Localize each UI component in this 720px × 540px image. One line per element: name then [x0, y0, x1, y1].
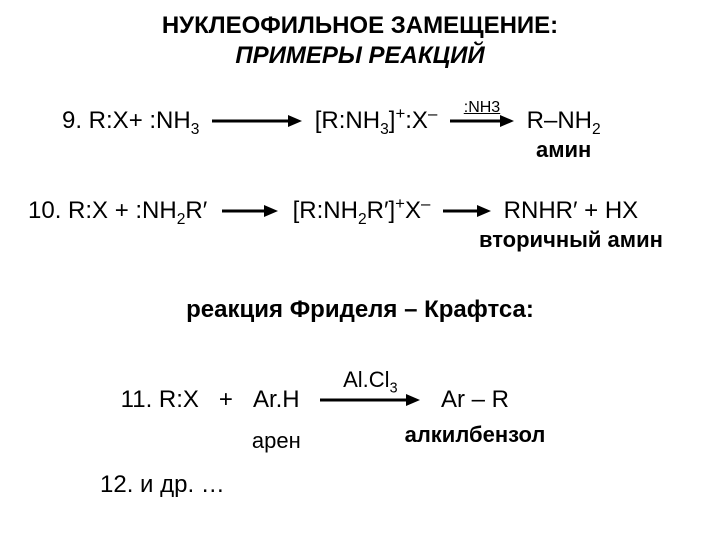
r10-int-sup: +	[395, 194, 405, 213]
r9-int-tail: :X	[405, 107, 428, 134]
arrow-icon	[443, 204, 491, 218]
r10-reactant-tail: R′	[185, 197, 207, 224]
arrow-icon	[212, 114, 302, 128]
section-heading: реакция Фриделя – Крафтса:	[0, 296, 720, 324]
r10-int-sub: 2	[358, 210, 367, 227]
r9-int-tail-sup: –	[428, 104, 437, 123]
arrow-icon	[222, 204, 278, 218]
reaction-10: 10. R:X + :NH2R′ [R:NH2R′]+X– RNHR′ + HX…	[0, 196, 720, 225]
r11-arh: Ar.H	[253, 386, 300, 413]
reaction-11: 11. R:X + Ar.Hарен Al.Cl3 Ar – R алкилбе…	[0, 358, 720, 442]
r10-reactant: 10. R:X + :NH	[28, 197, 177, 224]
page-subtitle: ПРИМЕРЫ РЕАКЦИЙ	[0, 42, 720, 70]
r11-product: Ar – R	[441, 386, 509, 413]
reaction-12: 12. и др. …	[0, 470, 720, 499]
r10-int-tail-sup: –	[421, 194, 430, 213]
r10-int-tail: X	[405, 197, 421, 224]
r10-int-r: R′]	[367, 197, 396, 224]
r10-int-a: [R:NH	[293, 197, 358, 224]
r9-product-label: амин	[536, 139, 591, 161]
r10-product: RNHR′ + HX	[504, 197, 639, 224]
page-title: НУКЛЕОФИЛЬНОЕ ЗАМЕЩЕНИЕ:	[0, 0, 720, 40]
r9-reactant-sub: 3	[191, 120, 200, 137]
r11-arene-label: арен	[252, 430, 301, 452]
r9-int-sup: +	[395, 104, 405, 123]
r9-product: R–NH	[527, 107, 592, 134]
reaction-9: 9. R:X+ :NH3 [R:NH3]+:X– :NH3 R–NH2 амин	[0, 106, 720, 135]
r9-reactant: 9. R:X+ :NH	[62, 107, 191, 134]
r10-product-label: вторичный амин	[479, 229, 663, 251]
r11-condition: Al.Cl3	[343, 369, 397, 391]
arrow-icon: Al.Cl3	[320, 393, 420, 407]
r11-product-label: алкилбензол	[405, 424, 546, 446]
r9-int-sub: 3	[380, 120, 389, 137]
r9-condition: :NH3	[464, 100, 500, 116]
r9-product-sub: 2	[592, 120, 601, 137]
r11-left-a: 11. R:X +	[121, 386, 253, 413]
r9-intermediate-a: [R:NH	[315, 107, 380, 134]
arrow-icon: :NH3	[450, 114, 514, 128]
